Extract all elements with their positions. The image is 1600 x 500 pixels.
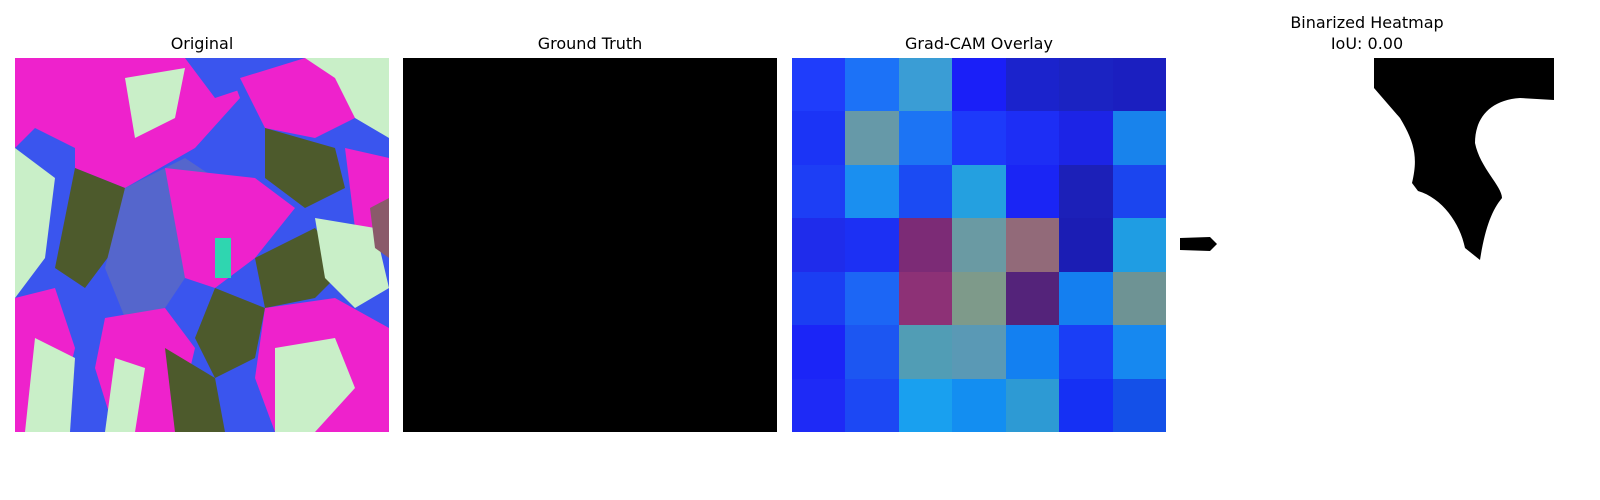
gradcam-cell (845, 218, 899, 272)
gradcam-overlay-title: Grad-CAM Overlay (905, 34, 1053, 53)
gradcam-cell (1059, 164, 1113, 219)
gradcam-cell (845, 164, 899, 219)
gradcam-cell (1112, 164, 1166, 219)
gradcam-cell (1112, 111, 1166, 165)
gradcam-cell (1005, 325, 1060, 379)
gradcam-cell (952, 58, 1006, 112)
gradcam-cell (845, 271, 899, 326)
gradcam-cell (952, 218, 1006, 272)
gradcam-cell (952, 325, 1006, 379)
gradcam-cell (1005, 58, 1060, 112)
gradcam-cell (845, 325, 899, 379)
binarized-heatmap-title-line: Binarized Heatmap (1290, 13, 1444, 32)
gradcam-cell (845, 111, 899, 165)
gradcam-cell (898, 271, 953, 326)
binarized-heatmap-title: Binarized Heatmap IoU: 0.00 (1180, 12, 1554, 54)
original-image (15, 58, 389, 432)
binarized-blob (1374, 58, 1554, 260)
gradcam-cell (952, 378, 1006, 432)
gradcam-cell (898, 164, 953, 219)
gradcam-cell (1059, 218, 1113, 272)
gradcam-cell (1005, 378, 1060, 432)
gradcam-cell (1059, 271, 1113, 326)
gradcam-heatmap-grid (792, 58, 1166, 432)
gradcam-cell (1059, 325, 1113, 379)
gradcam-cell (1005, 218, 1060, 272)
gradcam-cell (898, 325, 953, 379)
gradcam-cell (1005, 271, 1060, 326)
gradcam-cell (1112, 218, 1166, 272)
gradcam-cell (1005, 111, 1060, 165)
gradcam-cell (898, 111, 953, 165)
gradcam-cell (792, 325, 846, 379)
gradcam-cell (1059, 111, 1113, 165)
gradcam-cell (792, 218, 846, 272)
binarized-heatmap-drawing (1180, 58, 1554, 432)
gradcam-cell (792, 271, 846, 326)
ground-truth-mask (403, 58, 777, 432)
gradcam-cell (1059, 58, 1113, 112)
original-image-drawing (15, 58, 389, 432)
iou-score-label: IoU: 0.00 (1330, 34, 1404, 53)
gradcam-overlay (792, 58, 1166, 432)
ground-truth-title: Ground Truth (537, 34, 643, 53)
gradcam-cell (898, 378, 953, 432)
binarized-heatmap (1180, 58, 1554, 432)
gradcam-cell (1059, 378, 1113, 432)
binarized-blob (1180, 237, 1217, 251)
gradcam-cell (1112, 58, 1166, 112)
gradcam-cell (898, 218, 953, 272)
gradcam-cell (792, 58, 846, 112)
gradcam-cell (1112, 271, 1166, 326)
gradcam-cell (952, 164, 1006, 219)
gradcam-cell (1005, 164, 1060, 219)
original-title: Original (170, 34, 234, 53)
gradcam-cell (792, 378, 846, 432)
gradcam-cell (898, 58, 953, 112)
gradcam-cell (1112, 378, 1166, 432)
gradcam-cell (792, 111, 846, 165)
gradcam-cell (845, 378, 899, 432)
gradcam-cell (952, 111, 1006, 165)
gradcam-cell (792, 164, 846, 219)
gradcam-cell (845, 58, 899, 112)
gradcam-cell (952, 271, 1006, 326)
gradcam-cell (1112, 325, 1166, 379)
